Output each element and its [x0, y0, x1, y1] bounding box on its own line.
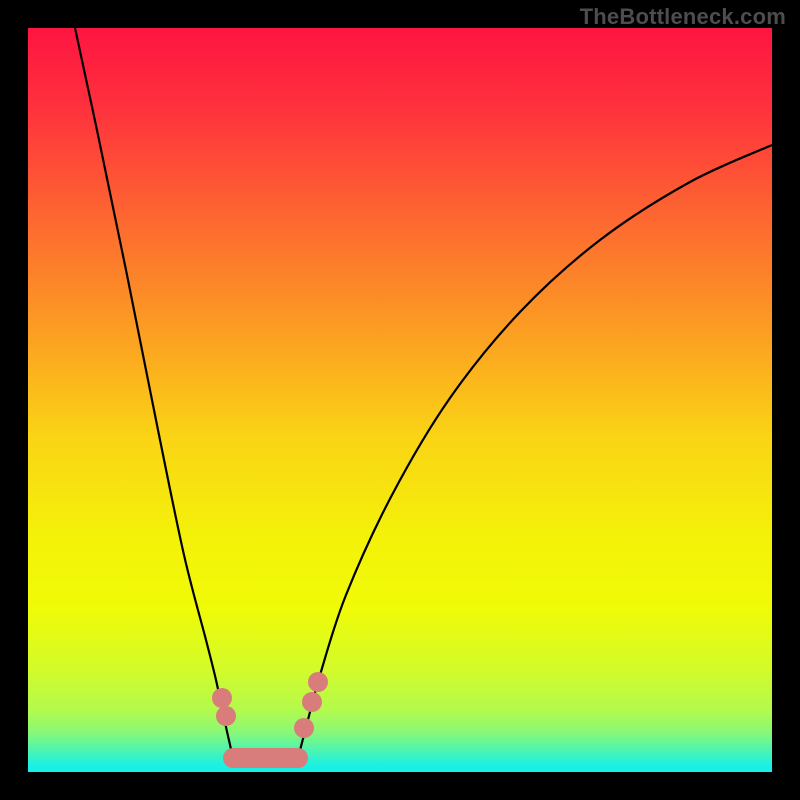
watermark-text: TheBottleneck.com — [580, 4, 786, 30]
marker-dot — [302, 692, 322, 712]
marker-dot — [212, 688, 232, 708]
chart-container: TheBottleneck.com — [0, 0, 800, 800]
chart-svg — [0, 0, 800, 800]
marker-dot — [308, 672, 328, 692]
marker-dot — [216, 706, 236, 726]
plot-background — [28, 28, 772, 772]
marker-dot — [294, 718, 314, 738]
